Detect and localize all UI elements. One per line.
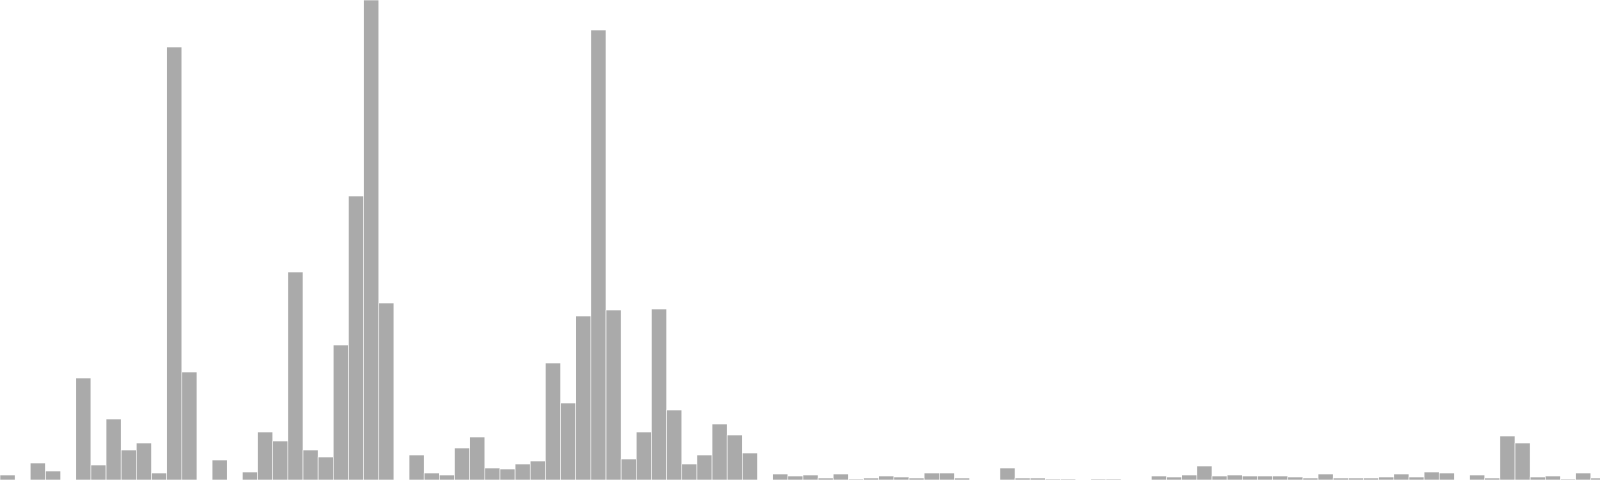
histogram-bar: [499, 468, 516, 480]
histogram-bar: [802, 474, 819, 480]
histogram-bar: [787, 475, 804, 480]
histogram-bar: [287, 271, 304, 480]
histogram-bar: [726, 434, 743, 480]
histogram-bar: [590, 29, 607, 480]
histogram-bar: [1514, 442, 1531, 480]
histogram-bar: [1423, 471, 1440, 480]
histogram-bar: [938, 472, 955, 480]
histogram-bar: [560, 402, 576, 480]
histogram-bar: [529, 460, 546, 480]
histogram-bar: [439, 474, 455, 480]
histogram-bar: [378, 302, 395, 480]
histogram-bar: [954, 477, 970, 480]
histogram-bar: [151, 472, 167, 480]
histogram-bar: [120, 449, 137, 480]
histogram-bar: [545, 362, 561, 480]
histogram-bar: [999, 467, 1016, 480]
histogram-bar: [696, 454, 713, 480]
histogram-bar: [651, 308, 667, 480]
histogram-bar: [1242, 475, 1258, 480]
histogram-bar: [1151, 475, 1167, 480]
histogram-bar: [29, 462, 46, 480]
histogram-bar: [1226, 474, 1243, 480]
histogram-bar: [620, 458, 637, 480]
histogram-bar: [742, 452, 758, 480]
histogram-bar: [635, 431, 652, 480]
histogram-bar: [75, 377, 92, 480]
histogram-bar: [105, 418, 122, 480]
histogram-bar: [136, 442, 152, 480]
histogram-bar: [832, 473, 849, 480]
histogram-bar: [166, 46, 183, 480]
histogram-bar: [1196, 465, 1213, 480]
histogram-bar: [181, 371, 198, 480]
histogram-bar: [681, 463, 698, 480]
histogram-bar: [575, 315, 592, 480]
histogram-bar: [302, 449, 319, 480]
histogram-bar: [605, 309, 622, 480]
histogram-bar: [272, 440, 289, 480]
histogram-bar: [1438, 472, 1455, 480]
histogram-bar: [363, 0, 380, 480]
histogram-bar: [1272, 475, 1289, 480]
histogram-bar: [1575, 472, 1592, 480]
histogram-bar: [45, 470, 61, 480]
histogram-bar: [1469, 474, 1486, 480]
histogram-bar: [0, 474, 16, 480]
histogram-bar: [332, 344, 349, 480]
histogram-bar: [1181, 474, 1198, 480]
histogram-bar: [469, 436, 486, 480]
histogram-bar: [514, 463, 531, 480]
histogram-bar: [348, 195, 364, 480]
histogram-bar: [423, 472, 440, 480]
histogram-bar: [484, 467, 501, 480]
histogram-bar: [317, 456, 334, 480]
histogram-bar: [1499, 435, 1516, 480]
histogram-bar: [878, 475, 895, 480]
histogram-bar: [1590, 477, 1600, 480]
histogram-bar: [1257, 475, 1273, 480]
histogram-bar: [257, 431, 273, 480]
histogram-bar: [923, 472, 940, 480]
histogram-bar: [211, 459, 228, 480]
histogram-bar: [242, 471, 258, 480]
histogram-bar: [666, 409, 683, 480]
histogram-bar: [408, 454, 425, 480]
histogram-bar: [90, 464, 107, 480]
histogram-bar: [1317, 473, 1334, 480]
histogram-bar: [1393, 473, 1410, 480]
histogram-bar: [1211, 475, 1228, 480]
histogram-bar: [1545, 475, 1561, 480]
histogram-bar: [711, 423, 728, 480]
histogram-bar: [454, 447, 470, 480]
histogram-bar: [772, 473, 789, 480]
